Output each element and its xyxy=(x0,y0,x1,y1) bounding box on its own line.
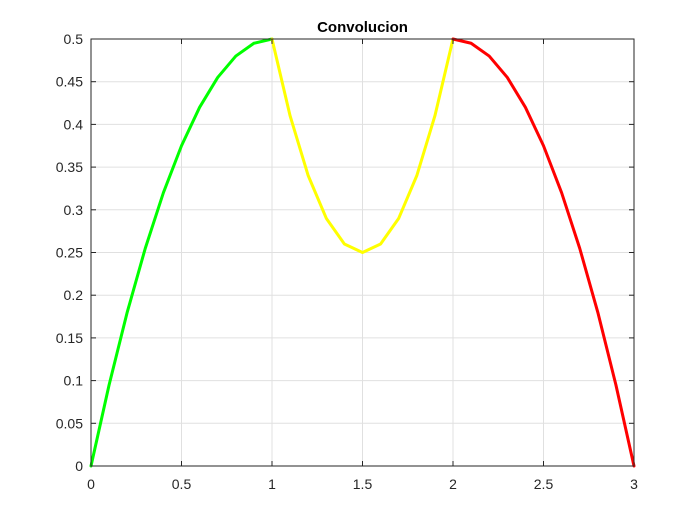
x-tick-labels: 0 0.5 1 1.5 2 2.5 3 xyxy=(87,476,638,492)
series-line-2 xyxy=(270,37,455,254)
y-tick-labels: 0 0.05 0.1 0.15 0.2 0.25 0.3 0.35 0.4 0.45 0.5 xyxy=(56,31,83,474)
chart-title: Convolucion xyxy=(317,19,408,36)
series-layer xyxy=(89,37,636,468)
y-tick-label: 0 xyxy=(75,458,83,474)
series-line-3 xyxy=(451,37,636,468)
x-tick-label: 0 xyxy=(87,476,95,492)
y-tick-label: 0.1 xyxy=(64,373,84,389)
x-tick-label: 2.5 xyxy=(534,476,554,492)
ticks xyxy=(90,38,635,467)
series-line-1 xyxy=(89,37,274,468)
y-tick-label: 0.2 xyxy=(64,287,84,303)
x-tick-label: 3 xyxy=(630,476,638,492)
x-tick-label: 1 xyxy=(268,476,276,492)
y-tick-label: 0.15 xyxy=(56,330,83,346)
y-tick-label: 0.3 xyxy=(64,202,84,218)
y-tick-label: 0.05 xyxy=(56,415,83,431)
y-tick-label: 0.35 xyxy=(56,159,83,175)
x-tick-label: 0.5 xyxy=(172,476,192,492)
y-tick-label: 0.45 xyxy=(56,74,83,90)
y-tick-label: 0.4 xyxy=(64,116,84,132)
y-tick-label: 0.25 xyxy=(56,245,83,261)
y-tick-label: 0.5 xyxy=(64,31,84,47)
x-tick-label: 2 xyxy=(449,476,457,492)
x-tick-label: 1.5 xyxy=(353,476,373,492)
